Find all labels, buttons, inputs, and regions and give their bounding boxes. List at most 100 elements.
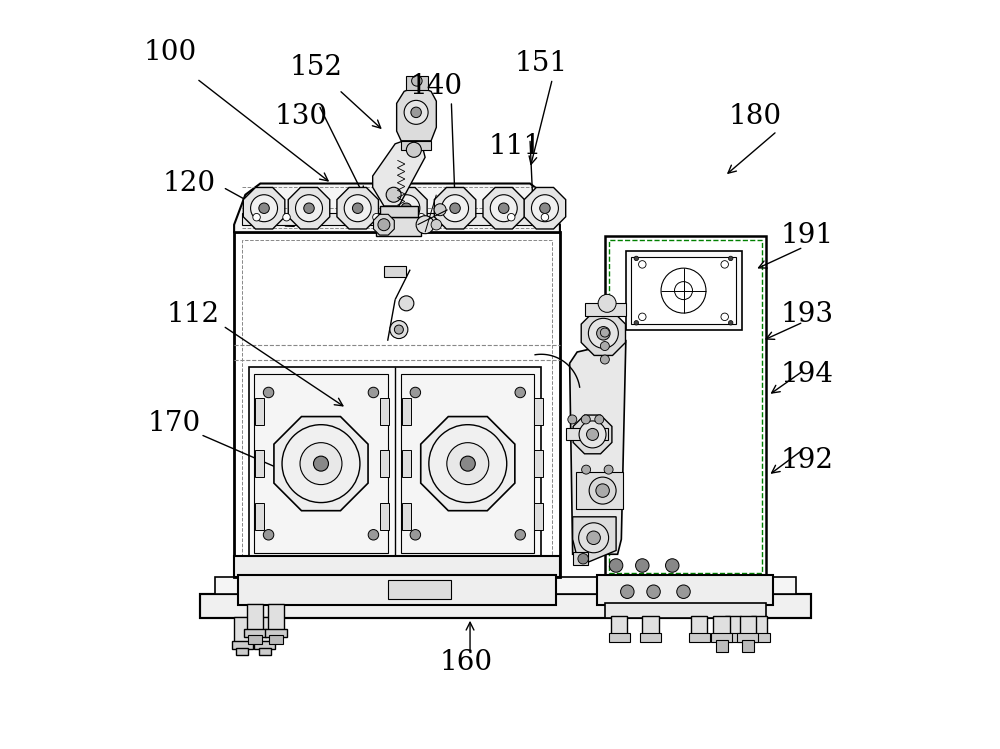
Bar bbox=[585, 303, 626, 316]
Text: 151: 151 bbox=[515, 50, 568, 77]
Bar bbox=[402, 398, 411, 425]
Circle shape bbox=[263, 530, 274, 540]
Circle shape bbox=[721, 261, 728, 268]
Bar bbox=[249, 367, 541, 558]
Bar bbox=[254, 374, 388, 553]
Bar bbox=[257, 617, 273, 643]
Circle shape bbox=[300, 443, 342, 485]
Bar bbox=[689, 633, 710, 642]
Bar bbox=[605, 236, 766, 577]
Polygon shape bbox=[570, 341, 626, 554]
Text: 194: 194 bbox=[781, 361, 834, 388]
Circle shape bbox=[460, 456, 475, 471]
Bar bbox=[265, 629, 287, 637]
Bar bbox=[244, 629, 266, 637]
Circle shape bbox=[429, 425, 507, 503]
Text: 112: 112 bbox=[166, 301, 219, 328]
Text: 100: 100 bbox=[144, 39, 197, 66]
Circle shape bbox=[406, 142, 421, 157]
Polygon shape bbox=[573, 415, 612, 454]
Bar bbox=[401, 374, 534, 553]
Polygon shape bbox=[274, 416, 368, 511]
Bar bbox=[259, 648, 271, 655]
Bar bbox=[609, 240, 762, 573]
Bar bbox=[200, 594, 811, 618]
Circle shape bbox=[621, 585, 634, 598]
Circle shape bbox=[647, 585, 660, 598]
Circle shape bbox=[390, 321, 408, 339]
Circle shape bbox=[666, 559, 679, 572]
Circle shape bbox=[595, 415, 604, 424]
Text: 152: 152 bbox=[290, 54, 343, 81]
Circle shape bbox=[368, 387, 379, 398]
Circle shape bbox=[259, 203, 269, 213]
Circle shape bbox=[386, 187, 401, 202]
Bar bbox=[713, 616, 730, 634]
Bar bbox=[737, 633, 758, 642]
Bar bbox=[534, 450, 543, 477]
Bar bbox=[749, 633, 770, 642]
Bar bbox=[740, 616, 756, 634]
Circle shape bbox=[450, 203, 460, 213]
Circle shape bbox=[515, 387, 525, 398]
Text: 192: 192 bbox=[781, 447, 834, 474]
Bar bbox=[255, 398, 264, 425]
Circle shape bbox=[579, 523, 609, 553]
Circle shape bbox=[442, 195, 469, 222]
Bar bbox=[631, 257, 736, 324]
Bar bbox=[234, 232, 560, 577]
Bar bbox=[576, 472, 623, 509]
Bar bbox=[609, 633, 630, 642]
Circle shape bbox=[587, 428, 599, 440]
Bar bbox=[238, 575, 556, 605]
Circle shape bbox=[418, 213, 425, 221]
Polygon shape bbox=[288, 187, 330, 229]
Circle shape bbox=[531, 195, 558, 222]
Circle shape bbox=[507, 213, 515, 221]
Circle shape bbox=[677, 585, 690, 598]
Circle shape bbox=[578, 554, 588, 564]
Circle shape bbox=[582, 465, 591, 474]
Circle shape bbox=[352, 203, 363, 213]
Bar bbox=[232, 641, 253, 649]
Circle shape bbox=[296, 195, 322, 222]
Circle shape bbox=[579, 421, 606, 448]
Polygon shape bbox=[373, 139, 425, 206]
Circle shape bbox=[282, 425, 360, 503]
Circle shape bbox=[401, 203, 412, 213]
Polygon shape bbox=[243, 187, 285, 229]
Circle shape bbox=[416, 216, 434, 234]
Circle shape bbox=[251, 195, 278, 222]
Circle shape bbox=[675, 282, 692, 300]
Bar bbox=[384, 266, 406, 277]
Bar bbox=[242, 213, 552, 225]
Bar bbox=[534, 398, 543, 425]
Bar bbox=[234, 617, 251, 643]
Polygon shape bbox=[386, 187, 427, 229]
Bar bbox=[751, 616, 767, 634]
Circle shape bbox=[600, 342, 609, 351]
Circle shape bbox=[304, 203, 314, 213]
Circle shape bbox=[596, 484, 609, 497]
Circle shape bbox=[597, 327, 610, 340]
Circle shape bbox=[447, 443, 489, 485]
Circle shape bbox=[263, 387, 274, 398]
Bar bbox=[242, 240, 552, 569]
Bar bbox=[711, 633, 732, 642]
Bar bbox=[716, 640, 728, 652]
Circle shape bbox=[344, 195, 371, 222]
Bar bbox=[269, 635, 283, 644]
Polygon shape bbox=[434, 187, 476, 229]
Bar bbox=[255, 503, 264, 530]
Circle shape bbox=[434, 204, 446, 216]
Bar bbox=[725, 616, 741, 634]
Bar bbox=[268, 604, 284, 631]
Circle shape bbox=[373, 213, 380, 221]
Bar bbox=[380, 398, 389, 425]
Bar bbox=[642, 616, 659, 634]
Text: 170: 170 bbox=[148, 410, 201, 437]
Bar bbox=[255, 450, 264, 477]
Circle shape bbox=[587, 531, 600, 545]
Circle shape bbox=[490, 195, 517, 222]
Bar bbox=[248, 635, 262, 644]
